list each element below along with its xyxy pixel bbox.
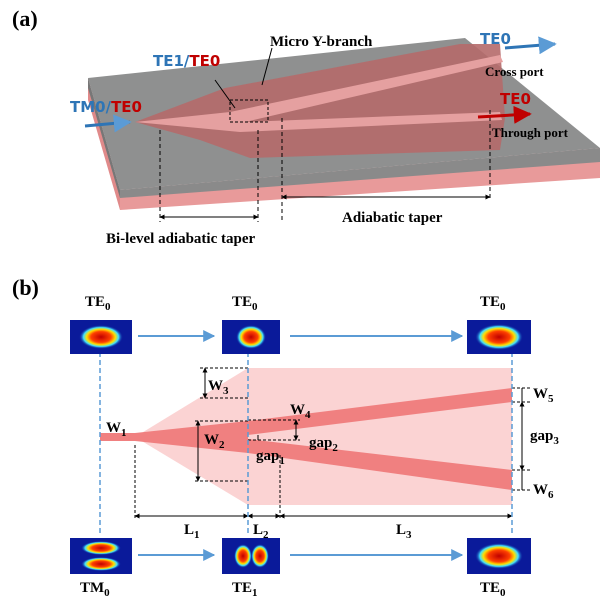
label-base: TE	[232, 294, 252, 310]
label-subscript: 6	[548, 489, 554, 501]
label-subscript: 3	[406, 529, 412, 541]
cross-mode: TE0	[480, 30, 511, 48]
label-base: TE	[232, 580, 252, 596]
mode-label: TE0	[480, 294, 506, 313]
label-subscript: 0	[500, 301, 506, 313]
label-subscript: 1	[194, 529, 200, 541]
label-base: W	[533, 386, 548, 402]
label-subscript: 0	[105, 301, 111, 313]
input-label: TM0/TE0	[70, 98, 142, 116]
label-base: W	[106, 420, 121, 436]
label-base: gap	[530, 428, 553, 444]
through-mode: TE0	[500, 90, 531, 108]
mode-label: TE0	[232, 294, 258, 313]
mode-label: TM0	[80, 580, 110, 599]
dimension-label: W6	[533, 482, 554, 501]
label-base: TE	[480, 580, 500, 596]
taper-structure	[70, 320, 531, 574]
page: (a) TE1/TE0 Micro Y-branch TM0/TE0 TE0 C…	[0, 0, 606, 603]
label-subscript: 4	[305, 409, 311, 421]
dimension-label: W5	[533, 386, 554, 405]
label-base: TM	[80, 580, 104, 596]
bilevel-taper: Bi-level adiabatic taper	[106, 231, 255, 247]
label-subscript: 1	[279, 455, 285, 467]
adiabatic-taper: Adiabatic taper	[342, 210, 443, 226]
label-base: L	[184, 522, 194, 538]
figure: (a) TE1/TE0 Micro Y-branch TM0/TE0 TE0 C…	[0, 0, 606, 603]
label-subscript: 0	[500, 587, 506, 599]
label-base: TE	[85, 294, 105, 310]
panel-label: (b)	[12, 275, 39, 300]
label-subscript: 2	[263, 529, 269, 541]
label-base: W	[533, 482, 548, 498]
label-base: L	[253, 522, 263, 538]
label-subscript: 0	[104, 587, 110, 599]
branch-mode-label: TE1/TE0	[153, 52, 220, 70]
label-base: gap	[309, 435, 332, 451]
branch-name: Micro Y-branch	[270, 34, 373, 50]
mode-label: TE0	[85, 294, 111, 313]
mode-label: TE1	[232, 580, 258, 599]
label-subscript: 5	[548, 393, 554, 405]
cross-port: Cross port	[485, 64, 544, 79]
panel-label: (a)	[12, 6, 38, 31]
label-base: TE	[480, 294, 500, 310]
label-subscript: 2	[332, 442, 338, 454]
label-subscript: 1	[121, 427, 127, 439]
label-base: W	[208, 378, 223, 394]
label-subscript: 1	[252, 587, 258, 599]
label-subscript: 2	[219, 439, 225, 451]
label-subscript: 3	[223, 385, 229, 397]
label-subscript: 3	[553, 435, 559, 447]
dimension-label: L3	[396, 522, 412, 541]
label-base: gap	[256, 448, 279, 464]
label-base: W	[290, 402, 305, 418]
label-base: W	[204, 432, 219, 448]
label-subscript: 0	[252, 301, 258, 313]
mode-label: TE0	[480, 580, 506, 599]
dimension-label: gap3	[530, 428, 559, 447]
dimension-label: L1	[184, 522, 200, 541]
label-base: L	[396, 522, 406, 538]
through-port: Through port	[492, 125, 569, 140]
